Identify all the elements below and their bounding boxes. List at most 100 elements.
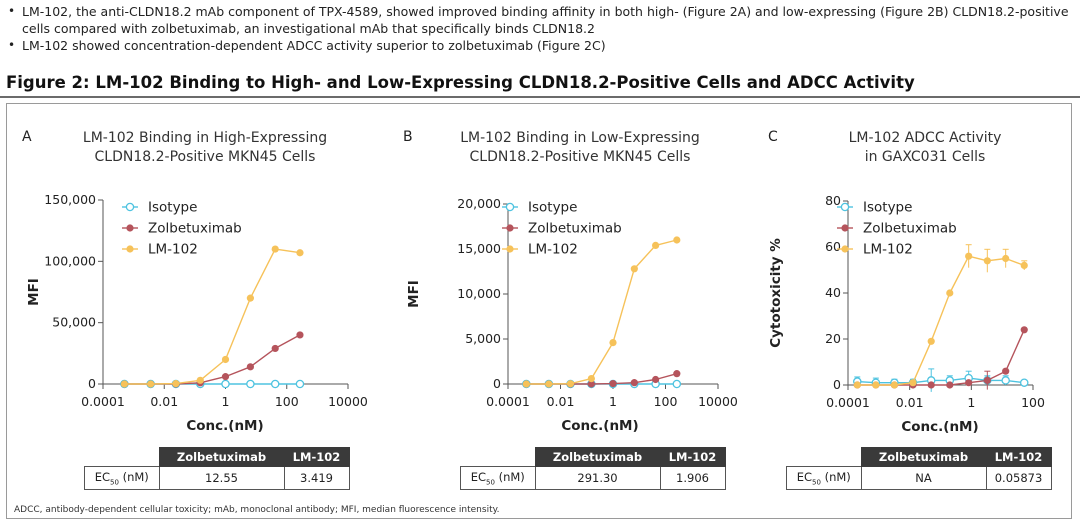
- data-point-lm-102: [545, 380, 553, 388]
- data-point-lm-102: [652, 241, 660, 249]
- legend-label: LM-102: [863, 242, 913, 258]
- data-point-lm-102: [946, 289, 954, 297]
- data-point-lm-102: [196, 376, 204, 384]
- data-point-zolbetuximab: [1020, 326, 1028, 334]
- x-tick-label: 0.0001: [486, 394, 530, 409]
- data-point-isotype: [270, 379, 280, 389]
- ec50-value-lm102: 3.419: [283, 466, 350, 490]
- ec50-label: EC: [470, 469, 487, 484]
- x-tick-label: 0.01: [547, 394, 575, 409]
- legend-label: LM-102: [528, 242, 578, 258]
- table-corner: [461, 448, 536, 467]
- series-line-lm-102: [124, 248, 301, 385]
- y-tick-label: 10,000: [457, 286, 501, 301]
- data-point-zolbetuximab: [630, 379, 638, 387]
- table-corner: [85, 448, 160, 467]
- x-tick-label: 100: [654, 394, 678, 409]
- x-tick-label: 10000: [328, 394, 368, 409]
- ec50-unit: (nM): [820, 469, 851, 484]
- data-point-lm-102: [927, 337, 935, 345]
- legend-marker: [506, 224, 514, 232]
- data-point-zolbetuximab: [927, 381, 935, 389]
- table-header-lm102: LM-102: [985, 447, 1052, 467]
- series-line-lm-102: [526, 239, 677, 385]
- y-tick-label: 50,000: [52, 315, 96, 330]
- legend-marker: [840, 202, 850, 212]
- y-tick-label: 150,000: [44, 192, 96, 207]
- x-axis-label: Conc.(nM): [186, 418, 263, 434]
- ec50-unit: (nM): [118, 469, 149, 484]
- data-point-lm-102: [872, 381, 880, 389]
- data-point-lm-102: [965, 252, 973, 260]
- figure-title: Figure 2: LM-102 Binding to High- and Lo…: [6, 73, 915, 92]
- legend-label: LM-102: [148, 242, 198, 258]
- data-point-lm-102: [296, 249, 304, 257]
- y-tick-label: 20: [825, 331, 841, 346]
- data-point-zolbetuximab: [246, 363, 254, 371]
- panel-a-title-line2: CLDN18.2-Positive MKN45 Cells: [94, 149, 316, 165]
- data-point-zolbetuximab: [271, 344, 279, 353]
- ec50-value-zolbetuximab: 12.55: [158, 466, 285, 490]
- ec50-value-lm102: 0.05873: [985, 466, 1052, 490]
- data-point-isotype: [221, 379, 230, 389]
- panel-a-letter: A: [22, 129, 32, 145]
- data-point-isotype: [1001, 376, 1010, 385]
- data-point-lm-102: [221, 355, 230, 364]
- ec50-label: EC: [796, 469, 813, 484]
- data-point-zolbetuximab: [673, 370, 681, 378]
- table-corner: [787, 448, 862, 467]
- data-point-isotype: [672, 379, 682, 389]
- chart-b: 0 5,000 10,000 15,000 20,000 0.0001 0.01 1 100 10…: [406, 196, 738, 434]
- panel-a-title: LM-102 Binding in High-Expressing CLDN18…: [55, 129, 355, 167]
- table-header-zolbetuximab: Zolbetuximab: [860, 447, 987, 467]
- ec50-subscript: 50: [812, 478, 821, 487]
- series-line-zolbetuximab: [857, 329, 1025, 386]
- ec50-row-label: EC50 (nM): [460, 466, 536, 490]
- ec50-subscript: 50: [110, 478, 119, 487]
- x-axis-label: Conc.(nM): [901, 419, 978, 435]
- chart-a: 0 50,000 100,000 150,000 0.0001 0.01 1 100 10000…: [26, 192, 368, 434]
- panel-c-title-line1: LM-102 ADCC Activity: [848, 130, 1002, 146]
- legend-marker: [126, 245, 134, 253]
- ec50-table-a: Zolbetuximab LM-102 EC50 (nM) 12.55 3.41…: [84, 447, 350, 490]
- legend-label: Zolbetuximab: [863, 221, 957, 237]
- y-tick-label: 0: [493, 376, 501, 391]
- y-tick-label: 40: [825, 285, 841, 300]
- ec50-row-label: EC50 (nM): [786, 466, 862, 490]
- legend-label: Isotype: [528, 200, 577, 216]
- y-tick-label: 5,000: [465, 331, 501, 346]
- y-axis-label: MFI: [26, 278, 42, 306]
- data-point-isotype: [295, 379, 305, 389]
- y-tick-label: 20,000: [457, 196, 501, 211]
- data-point-zolbetuximab: [946, 381, 954, 389]
- x-tick-label: 10000: [698, 394, 738, 409]
- x-tick-label: 0.01: [150, 394, 178, 409]
- data-point-zolbetuximab: [609, 379, 617, 388]
- data-point-lm-102: [120, 380, 129, 388]
- x-tick-label: 100: [1021, 395, 1045, 410]
- ec50-value-lm102: 1.906: [659, 466, 726, 490]
- y-tick-label: 0: [833, 377, 841, 392]
- bullet-dot: •: [8, 38, 16, 52]
- y-tick-label: 100,000: [44, 253, 96, 268]
- bullet-item: • LM-102 showed concentration-dependent …: [8, 37, 1073, 54]
- data-point-lm-102: [172, 380, 180, 388]
- legend-marker: [125, 202, 135, 212]
- data-point-lm-102: [983, 257, 991, 265]
- ec50-label: EC: [94, 469, 111, 484]
- data-point-lm-102: [1020, 261, 1028, 269]
- legend-label: Zolbetuximab: [148, 221, 242, 237]
- figure-frame: [6, 103, 1072, 519]
- data-point-lm-102: [246, 294, 254, 302]
- legend-marker: [841, 245, 849, 253]
- footnote: ADCC, antibody-dependent cellular toxici…: [14, 505, 500, 515]
- data-point-isotype: [1019, 378, 1029, 387]
- data-point-lm-102: [673, 236, 681, 244]
- legend-label: Isotype: [863, 200, 912, 216]
- panel-b-title-line2: CLDN18.2-Positive MKN45 Cells: [469, 149, 691, 165]
- data-point-isotype: [246, 379, 255, 389]
- bullet-dot: •: [8, 4, 16, 18]
- bullet-item: • LM-102, the anti-CLDN18.2 mAb componen…: [8, 3, 1073, 37]
- data-point-zolbetuximab: [221, 373, 230, 381]
- legend-marker: [841, 224, 849, 232]
